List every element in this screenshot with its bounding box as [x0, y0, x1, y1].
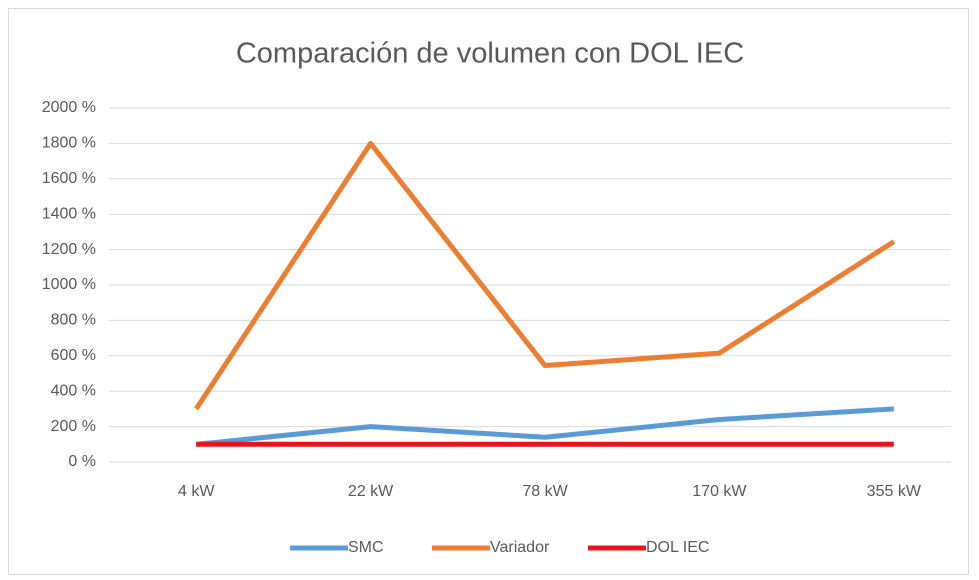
y-tick-label: 1800 % [42, 135, 96, 152]
series-line [194, 140, 896, 411]
y-tick-label: 600 % [51, 347, 96, 364]
series-line [195, 406, 894, 447]
y-tick-label: 800 % [51, 312, 96, 329]
y-tick-label: 2000 % [42, 99, 96, 116]
x-tick-label: 78 kW [522, 483, 568, 500]
y-tick-label: 1200 % [42, 241, 96, 258]
y-tick-label: 400 % [51, 382, 96, 399]
x-tick-label: 22 kW [348, 483, 394, 500]
x-tick-label: 355 kW [867, 483, 922, 500]
y-tick-label: 200 % [51, 418, 96, 435]
y-tick-label: 1600 % [42, 170, 96, 187]
legend-label: DOL IEC [646, 539, 709, 556]
y-tick-label: 0 % [68, 453, 96, 470]
y-tick-label: 1000 % [42, 276, 96, 293]
chart-title: Comparación de volumen con DOL IEC [236, 38, 744, 70]
y-tick-label: 1400 % [42, 205, 96, 222]
x-tick-label: 170 kW [692, 483, 747, 500]
legend-label: SMC [348, 539, 384, 556]
x-tick-label: 4 kW [178, 483, 215, 500]
legend-label: Variador [490, 539, 550, 556]
